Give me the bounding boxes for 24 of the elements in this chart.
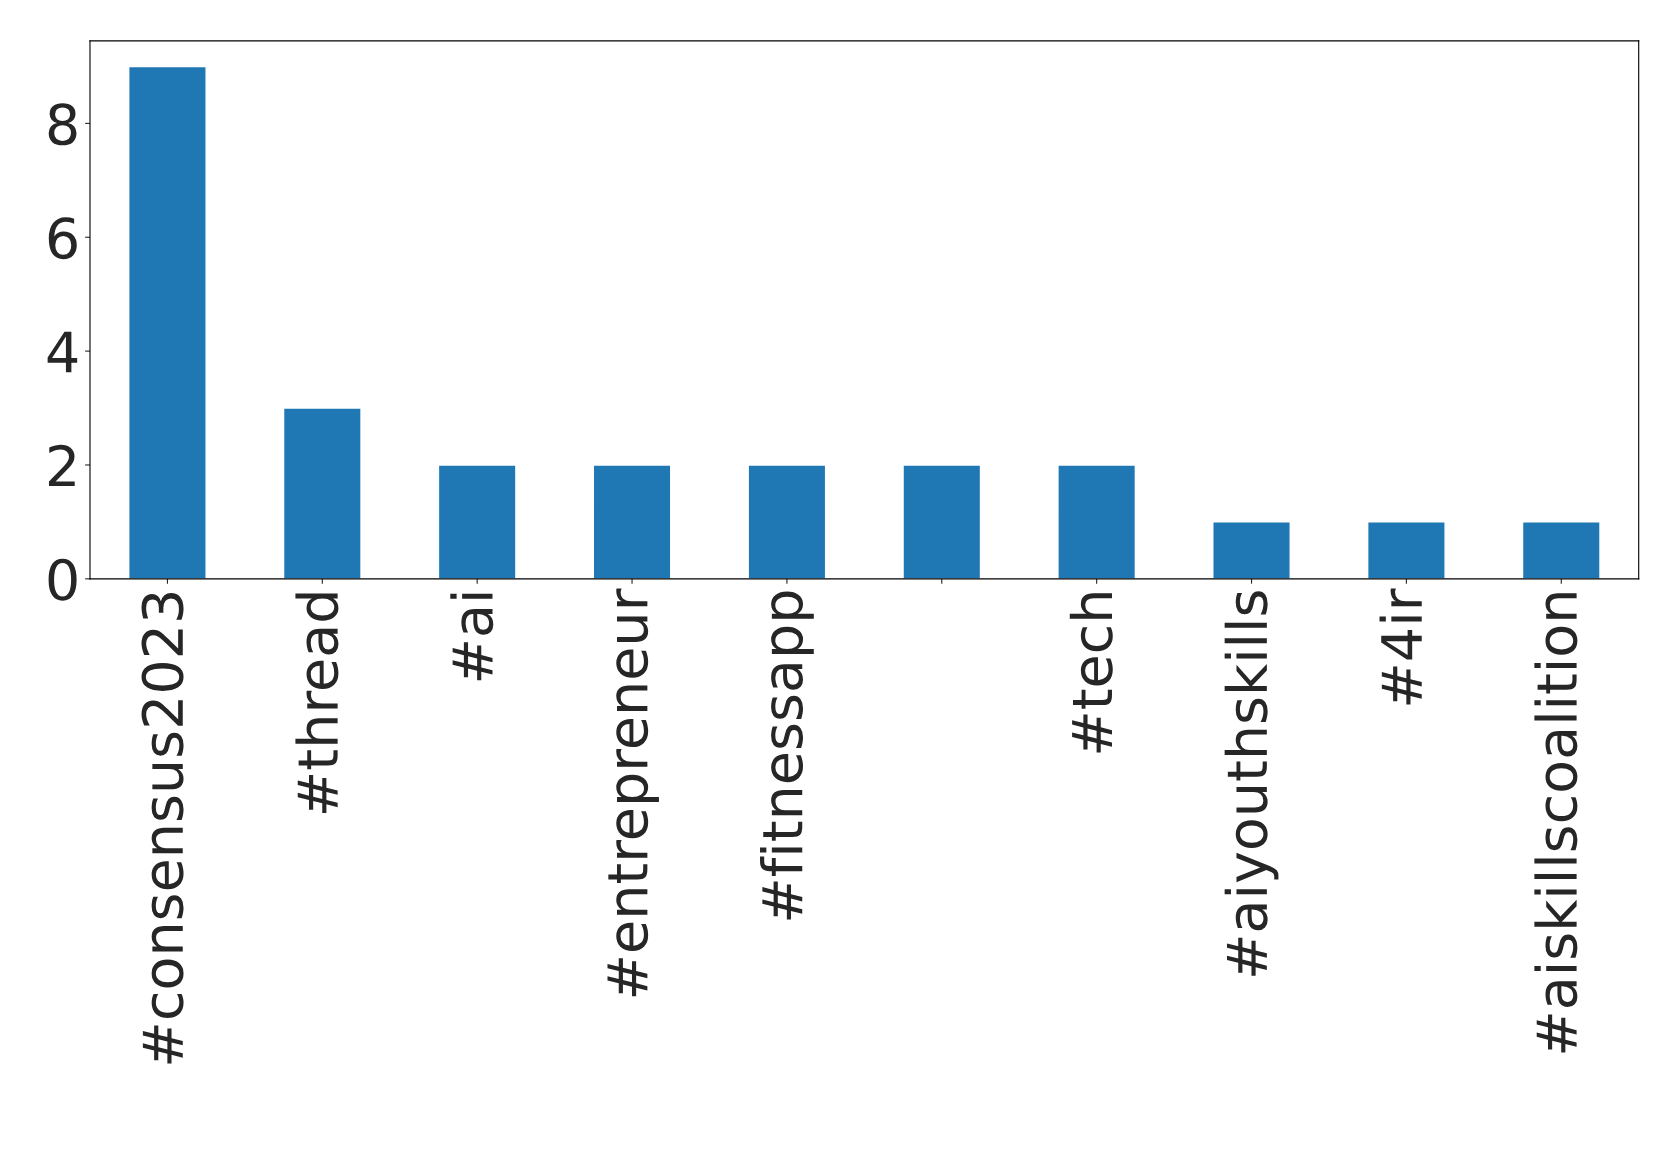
- bar: [1212, 521, 1291, 579]
- bar: [747, 464, 827, 579]
- x-tick-label: #aiyouthskills: [1224, 591, 1279, 976]
- x-tick-label: #consensus2023: [141, 593, 184, 1064]
- x-tick-label: #thread: [295, 593, 339, 813]
- y-tick-label: 6: [48, 217, 77, 260]
- x-tick-label: #tech: [1069, 593, 1113, 753]
- x-tick-label: #4ir: [1379, 588, 1422, 705]
- bar: [902, 464, 982, 579]
- bar: [437, 464, 517, 579]
- x-tick-label: #aiskillscoalition: [1534, 593, 1578, 1053]
- y-tick-label: 2: [49, 444, 75, 487]
- bar: [1057, 464, 1137, 579]
- bar: [282, 407, 362, 579]
- bar: [128, 65, 207, 579]
- bar: [1366, 521, 1446, 579]
- y-tick-label: 0: [48, 558, 77, 601]
- x-tick-label: #fitnessapp: [760, 591, 814, 920]
- bar: [1521, 521, 1601, 579]
- y-tick-label: 4: [47, 331, 78, 373]
- bar: [592, 464, 672, 579]
- y-tick-label: 8: [48, 103, 77, 146]
- x-tick-label: #ai: [450, 593, 494, 681]
- x-tick-label: #entrepreneur: [607, 588, 659, 997]
